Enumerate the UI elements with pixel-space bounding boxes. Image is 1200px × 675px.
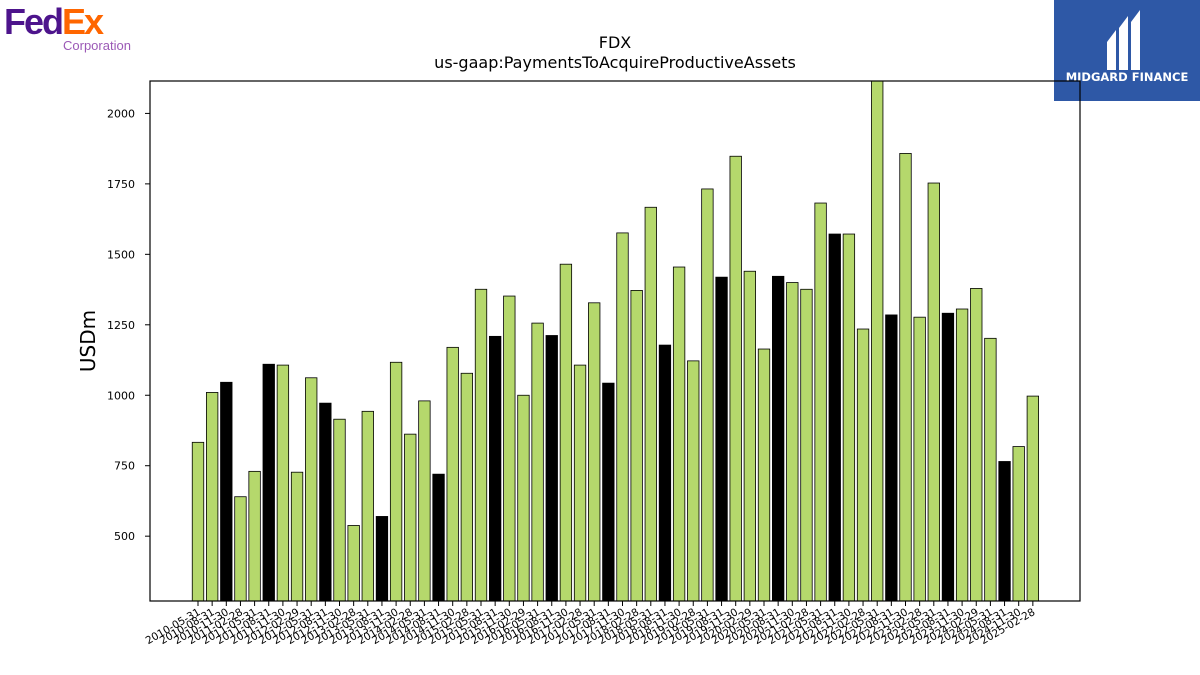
- bar-2016-08-31: [545, 335, 558, 601]
- fedex-logo: FedEx Corporation: [4, 2, 131, 53]
- bar-2017-08-31: [602, 382, 615, 601]
- y-tick-label: 1750: [107, 178, 135, 191]
- midgard-finance-logo: MIDGARD FINANCE: [1054, 0, 1200, 101]
- bar-2014-11-30: [446, 346, 459, 601]
- fedex-logo-fed: Fed: [4, 2, 62, 42]
- midgard-emblem-icon: [1107, 10, 1140, 70]
- bars-group: [191, 81, 1039, 601]
- bar-2018-11-30: [672, 266, 686, 601]
- bar-2019-11-30: [729, 155, 742, 601]
- bar-2015-05-31: [474, 288, 488, 601]
- bar-2023-08-31: [941, 312, 955, 601]
- bar-2023-02-28: [913, 316, 926, 601]
- bar-2017-05-31: [588, 302, 601, 601]
- bar-2014-05-31: [418, 400, 431, 601]
- bar-2019-08-31: [715, 276, 728, 601]
- bar-2020-02-29: [743, 270, 756, 601]
- y-tick-label: 1250: [107, 319, 135, 332]
- bar-2010-11-30: [220, 381, 233, 601]
- fedex-logo-ex: Ex: [62, 2, 104, 42]
- bar-2011-02-28: [234, 496, 247, 601]
- bar-2010-08-31: [205, 392, 219, 601]
- y-tick-label: 1000: [107, 389, 135, 402]
- bar-2016-05-31: [531, 322, 544, 601]
- y-tick-label: 750: [114, 460, 135, 473]
- bar-2023-11-30: [955, 308, 969, 601]
- bar-2010-05-31: [191, 441, 205, 601]
- bar-2020-08-31: [772, 275, 785, 601]
- bar-2021-02-28: [800, 288, 813, 601]
- bar-2012-08-31: [319, 402, 332, 601]
- bar-2015-11-30: [503, 295, 516, 601]
- bar-2017-02-28: [573, 364, 587, 601]
- midgard-logo-text: MIDGARD FINANCE: [1066, 70, 1189, 84]
- y-axis-label: USDm: [76, 310, 100, 372]
- bar-2011-08-31: [262, 363, 275, 601]
- x-axis: 2010-05-312010-08-312010-11-302011-02-28…: [144, 601, 1037, 647]
- svg-text:FedEx: FedEx: [4, 2, 104, 42]
- bar-2022-08-31: [885, 314, 898, 601]
- bar-2023-05-31: [927, 182, 940, 601]
- bar-2022-02-28: [856, 328, 870, 601]
- y-tick-label: 1500: [107, 248, 135, 261]
- bar-2021-05-31: [814, 202, 827, 601]
- plot-frame: [149, 80, 1081, 602]
- bar-2014-08-31: [432, 473, 445, 601]
- bar-2021-08-31: [828, 233, 841, 601]
- fedex-logo-subtitle: Corporation: [63, 38, 131, 53]
- bar-2013-08-31: [375, 516, 389, 601]
- bar-2024-02-29: [970, 288, 983, 601]
- bar-2020-11-30: [786, 282, 799, 601]
- bar-2014-02-28: [404, 433, 417, 601]
- y-tick-label: 2000: [107, 107, 135, 120]
- bar-2012-02-29: [290, 471, 304, 601]
- chart-subtitle: us-gaap:PaymentsToAcquireProductiveAsset…: [434, 53, 796, 72]
- bar-2012-11-30: [333, 418, 346, 601]
- bar-2016-02-29: [517, 394, 530, 601]
- y-axis: 500 750 1000 1250 1500 1750 2000: [107, 107, 150, 543]
- bar-2012-05-31: [305, 377, 318, 601]
- bar-2022-11-30: [899, 153, 912, 601]
- bar-2015-02-28: [460, 372, 474, 601]
- bar-2021-11-30: [842, 233, 856, 601]
- bar-2013-05-31: [361, 410, 374, 601]
- bar-2015-08-31: [488, 335, 502, 601]
- bar-2011-05-31: [248, 470, 261, 601]
- bar-2019-05-31: [701, 188, 714, 601]
- bar-2016-11-30: [559, 263, 573, 601]
- bar-2024-11-30: [1012, 446, 1025, 601]
- bar-2025-02-28: [1026, 395, 1039, 601]
- bar-2013-11-30: [389, 361, 403, 601]
- bar-2019-02-28: [687, 360, 700, 601]
- chart-title: FDX: [599, 33, 632, 52]
- bar-2024-05-31: [984, 337, 997, 601]
- bar-2011-11-30: [276, 364, 290, 601]
- y-tick-label: 500: [114, 530, 135, 543]
- bar-2018-08-31: [658, 344, 672, 601]
- bar-2018-05-31: [644, 206, 657, 601]
- bar-2017-11-30: [616, 232, 629, 601]
- bar-2020-05-31: [757, 348, 771, 601]
- bar-2024-08-31: [998, 461, 1011, 601]
- bar-2022-05-31: [871, 81, 884, 601]
- bar-2013-02-28: [347, 525, 360, 601]
- bar-2018-02-28: [630, 290, 643, 601]
